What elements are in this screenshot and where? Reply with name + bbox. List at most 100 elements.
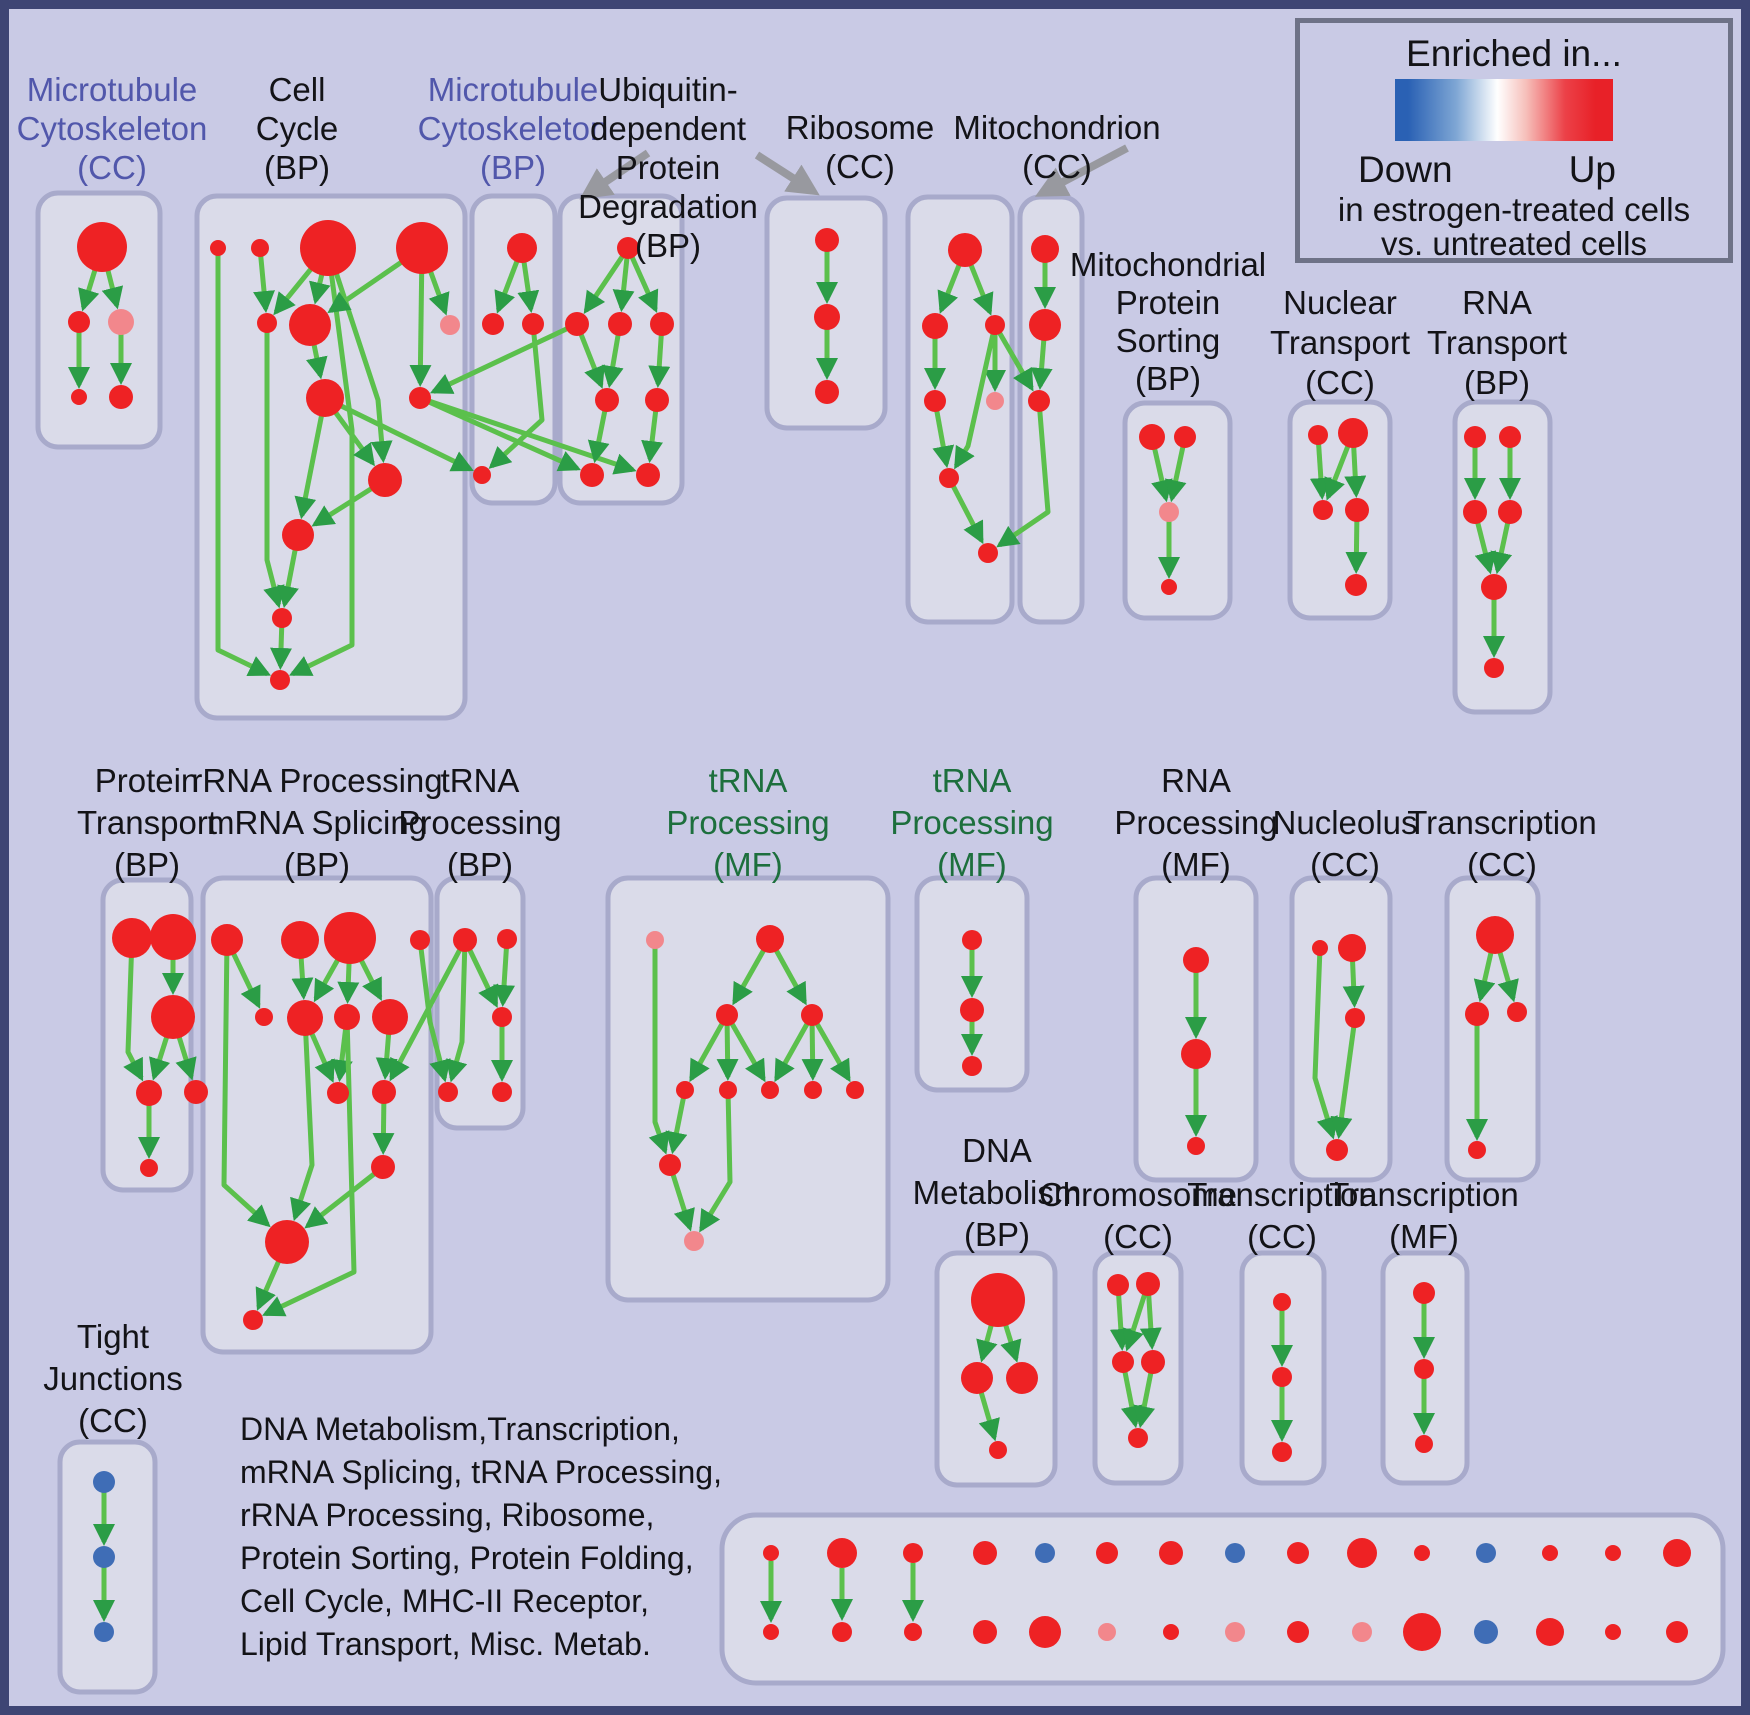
go-term-node-u1 [565,312,589,336]
microtubule-bp-label-line: (BP) [479,149,546,186]
go-term-node-s0 [1139,424,1165,450]
go-term-node-c11 [270,670,290,690]
go-term-node-j2 [1187,1137,1205,1155]
go-term-node-a4 [109,385,133,409]
mito-sorting-label-line: Sorting [1115,322,1221,359]
go-term-node-d1 [1465,1002,1489,1026]
go-term-node-tr4 [492,1082,512,1102]
summary-box [719,1512,1726,1686]
go-term-node-h5 [719,1081,737,1099]
go-term-node-h2 [716,1004,738,1026]
transcription-mf-label: Transcription (MF) [1329,1174,1519,1258]
trna-mf-small-label-line: Processing [890,804,1054,841]
go-term-node-b0 [93,1471,115,1493]
go-term-node-g7 [372,999,408,1035]
edge-m2-m3 [488,323,545,469]
category-list-text: DNA Metabolism,Transcription, mRNA Splici… [240,1408,722,1666]
go-term-node-c12 [440,315,460,335]
summary-bottom-node-3 [973,1620,997,1644]
dna-metabolism-label-line: DNA [962,1132,1032,1169]
tight-junctions-label-line: (CC) [78,1402,148,1439]
go-term-node-x0 [1273,1293,1291,1311]
nuclear-transport-label-line: Transport [1270,324,1410,361]
summary-top-node-12 [1542,1545,1558,1561]
go-term-node-u4 [595,388,619,412]
go-term-node-g10 [371,1155,395,1179]
go-term-node-g4 [255,1008,273,1026]
rna-processing-label-line: (MF) [1161,846,1231,883]
nuclear-transport-label-line: Nuclear [1283,284,1397,321]
edge-e2-e3 [1330,1017,1358,1140]
edge-c0-c11 [215,248,271,677]
summary-top-node-7 [1225,1543,1245,1563]
go-term-node-d0 [1476,916,1514,954]
go-term-node-r0 [948,233,982,267]
nuclear-transport-label-line: (CC) [1305,364,1375,401]
go-term-node-t3 [1345,498,1369,522]
microtubule-cc-label-line: (CC) [77,149,147,186]
ubiquitin-label-line: dependent [589,110,746,147]
go-term-node-t1 [1338,418,1368,448]
go-term-node-a3 [71,389,87,405]
cell-cycle-label-line: Cell [268,71,326,108]
go-term-node-c0 [210,240,226,256]
go-term-node-h7 [804,1081,822,1099]
summary-bottom-node-12 [1536,1618,1564,1646]
ribosome-label: Ribosome (CC) [786,108,935,186]
go-term-node-d3 [1468,1141,1486,1159]
go-term-node-v0 [815,228,839,252]
go-term-node-u0 [617,237,639,259]
trna-mf-small-label: tRNA Processing (MF) [890,760,1053,886]
go-term-node-g2 [324,912,376,964]
go-term-node-s3 [1161,579,1177,595]
edge-h2-h6 [724,1013,766,1083]
trna-mf-small-label-line: (MF) [937,846,1007,883]
ubiquitin-label-line: Ubiquitin- [598,71,738,108]
trna-mf-small-label-line: tRNA [932,762,1012,799]
edge-c2-c11 [288,247,355,677]
mito-sorting-label-line: (BP) [1134,360,1201,397]
go-term-node-f0 [1107,1274,1129,1296]
ubiquitin-label-line: Protein [615,149,721,186]
go-term-node-a1 [68,311,90,333]
summary-bottom-node-5 [1098,1623,1116,1641]
edge-tr0-g9 [389,938,468,1082]
mitochondrion-label-line: Mitochondrion [953,109,1161,146]
rna-transport-label-line: (BP) [1464,364,1530,401]
rna-processing-label-line: Processing [1114,804,1278,841]
summary-bottom-node-7 [1225,1622,1245,1642]
go-term-node-m1 [482,313,504,335]
go-term-node-q2 [1463,500,1487,524]
tight-junctions-label: Tight Junctions (CC) [43,1316,182,1442]
summary-bottom-node-1 [832,1622,852,1642]
trna-mf-large-label-line: (MF) [713,846,783,883]
go-term-node-p2 [151,995,195,1039]
transcription-cc-mid-label: Transcription (CC) [1407,802,1597,886]
protein-transport-label-line: Protein [94,762,200,799]
mito-sorting-label-line: Mitochondrial [1069,246,1267,283]
mito-sorting-label: Mitochondrial Protein Sorting (BP) [1070,246,1266,398]
legend-up-label: Up [1568,149,1616,190]
go-term-node-b2 [94,1622,114,1642]
rrna-mrna-label-line: mRNA Splicing [206,804,428,841]
summary-top-node-6 [1159,1541,1183,1565]
summary-top-node-0 [763,1545,779,1561]
nucleolus-label-line: (CC) [1310,846,1380,883]
go-term-node-q4 [1481,574,1507,600]
go-term-node-r3 [924,390,946,412]
cell-cycle-label: Cell Cycle (BP) [256,70,339,187]
go-term-node-c8 [368,463,402,497]
go-term-node-c2 [300,220,356,276]
dna-metabolism-label-line: Metabolism [912,1174,1082,1211]
go-term-node-u6 [580,463,604,487]
go-term-node-c5 [289,304,331,346]
go-term-node-g1 [281,921,319,959]
nuclear-transport-label: Nuclear Transport (CC) [1270,283,1410,403]
nucleolus-label-line: Nucleolus [1272,804,1418,841]
go-term-node-c10 [272,608,292,628]
summary-top-node-8 [1287,1542,1309,1564]
category-list-line: DNA Metabolism,Transcription, [240,1411,680,1447]
go-term-node-s2 [1159,502,1179,522]
summary-top-node-4 [1035,1543,1055,1563]
go-term-node-u3 [650,312,674,336]
